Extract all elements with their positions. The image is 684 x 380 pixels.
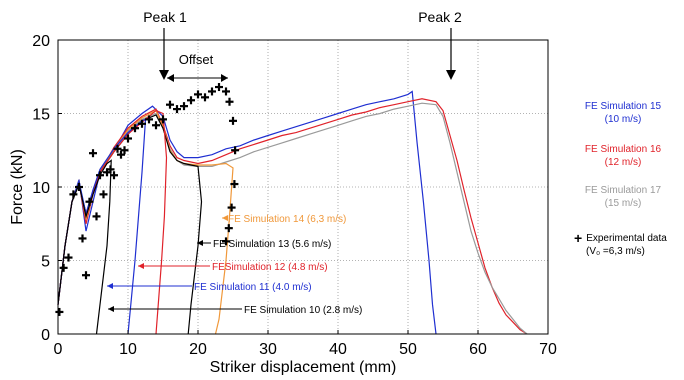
y-axis-label: Force (kN) xyxy=(9,149,26,225)
x-tick-label: 30 xyxy=(259,341,277,358)
data-point xyxy=(194,90,202,99)
arrow-head-icon xyxy=(222,215,228,221)
data-point xyxy=(224,224,233,233)
curve-label: FESimulation 12 (4.8 m/s) xyxy=(212,262,328,273)
legend-label: FE Simulation 17 xyxy=(584,185,662,196)
offset-label: Offset xyxy=(179,52,214,67)
x-tick-label: 10 xyxy=(119,341,137,358)
data-point xyxy=(227,203,236,212)
data-point xyxy=(222,237,230,246)
data-point xyxy=(113,144,122,153)
data-point xyxy=(131,124,139,133)
data-point xyxy=(166,100,174,109)
series-line-5 xyxy=(57,109,168,335)
data-point xyxy=(152,121,160,130)
x-tick-label: 50 xyxy=(399,341,417,358)
x-tick-label: 0 xyxy=(54,341,63,358)
arrow-head-icon xyxy=(167,74,174,82)
y-tick-label: 20 xyxy=(32,33,50,50)
data-point xyxy=(225,97,234,106)
data-point xyxy=(230,180,239,189)
legend-label: FE Simulation 16 xyxy=(584,144,662,155)
y-tick-label: 0 xyxy=(41,327,50,344)
y-tick-label: 10 xyxy=(32,180,50,197)
data-point xyxy=(85,197,94,206)
x-tick-label: 40 xyxy=(329,341,347,358)
series-line-0 xyxy=(57,90,437,335)
arrow-head-icon xyxy=(446,70,456,80)
data-point xyxy=(96,171,104,180)
peak1-label: Peak 1 xyxy=(143,9,187,25)
series-experimental xyxy=(55,83,240,316)
data-point xyxy=(110,171,118,180)
curve-label: FE Simulation 13 (5.6 m/s) xyxy=(213,239,331,250)
data-point xyxy=(173,105,181,114)
data-point xyxy=(229,116,237,125)
data-point xyxy=(145,115,153,124)
legend-item-sim16: FE Simulation 16 (12 m/s) xyxy=(564,143,682,169)
data-point xyxy=(69,190,78,199)
arrow-head-icon xyxy=(159,70,169,80)
series-line-4 xyxy=(57,114,203,335)
data-point xyxy=(89,149,97,158)
curve-label: FE Simulation 11 (4.0 m/s) xyxy=(194,282,312,293)
data-point xyxy=(180,102,188,111)
data-point xyxy=(222,87,230,96)
legend-item-experimental: + Experimental data (V₀ =6,3 m/s) xyxy=(574,230,684,258)
arrow-head-icon xyxy=(197,240,203,246)
data-point xyxy=(99,190,108,199)
legend-sublabel: (12 m/s) xyxy=(604,157,642,168)
x-tick-label: 70 xyxy=(539,341,557,358)
data-point xyxy=(124,134,132,143)
data-point xyxy=(201,93,209,102)
data-point xyxy=(78,234,87,243)
data-point xyxy=(231,146,240,155)
data-point xyxy=(159,115,167,124)
y-tick-label: 5 xyxy=(41,254,50,271)
data-point xyxy=(208,87,216,96)
data-point xyxy=(92,212,101,221)
peak2-label: Peak 2 xyxy=(418,9,462,25)
plus-marker-icon: + xyxy=(574,230,583,246)
data-point xyxy=(187,96,195,105)
data-point xyxy=(106,165,115,174)
x-tick-label: 60 xyxy=(469,341,487,358)
curve-label: FE Simulation 10 (2.8 m/s) xyxy=(244,305,362,316)
series-line-6 xyxy=(57,118,147,335)
data-point xyxy=(117,150,125,159)
legend-item-sim17: FE Simulation 17 (15 m/s) xyxy=(564,184,682,210)
data-point xyxy=(55,307,64,316)
data-point xyxy=(215,83,223,92)
data-point xyxy=(75,183,83,191)
legend-sublabel: (V₀ =6,3 m/s) xyxy=(586,246,645,257)
legend-sublabel: (15 m/s) xyxy=(604,198,642,209)
data-point xyxy=(64,253,73,262)
arrow-head-icon xyxy=(138,263,144,269)
arrow-head-icon xyxy=(221,74,228,82)
data-point xyxy=(138,119,146,128)
legend-label: FE Simulation 15 xyxy=(584,101,662,112)
x-axis-label: Striker displacement (mm) xyxy=(210,359,397,375)
series-line-7 xyxy=(57,159,112,335)
x-tick-label: 20 xyxy=(189,341,207,358)
legend-sublabel: (10 m/s) xyxy=(604,114,642,125)
arrow-head-icon xyxy=(108,306,114,312)
data-point xyxy=(120,146,129,155)
data-point xyxy=(59,263,68,272)
series-line-1 xyxy=(57,98,528,335)
legend-label: Experimental data xyxy=(586,233,667,244)
y-tick-label: 15 xyxy=(32,107,50,124)
curve-label: FE Simulation 14 (6,3 m/s) xyxy=(228,214,346,225)
data-point xyxy=(82,271,90,280)
legend-item-sim15: FE Simulation 15 (10 m/s) xyxy=(564,100,682,126)
arrow-head-icon xyxy=(107,283,113,289)
